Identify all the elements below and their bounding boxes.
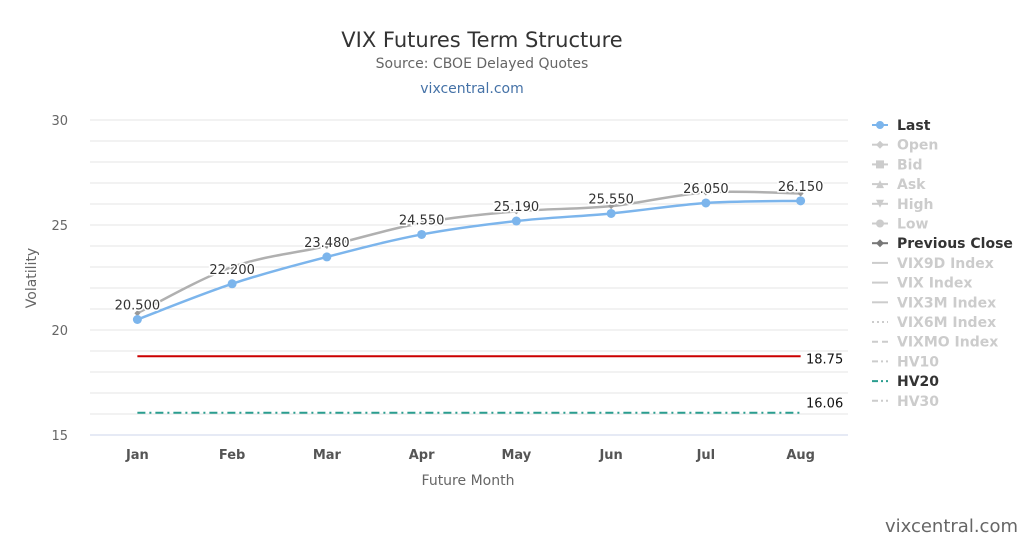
previous-close-point (323, 243, 330, 249)
previous-close-point (797, 190, 804, 197)
axes: 15 20 25 30 Jan Feb Mar Apr May Jun Jul Aug (51, 114, 848, 463)
legend-label: VIXMO Index (897, 335, 998, 351)
series-line-last (136, 199, 801, 321)
legend-item-ask[interactable]: Ask (872, 177, 926, 193)
last-point (227, 279, 237, 289)
chart-subtitle: Source: CBOE Delayed Quotes (376, 56, 589, 72)
y-tick-label: 15 (51, 429, 68, 444)
y-tick-label: 20 (51, 324, 68, 339)
legend-item-vix6m-index[interactable]: VIX6M Index (872, 315, 996, 331)
legend-item-high[interactable]: High (872, 197, 934, 213)
legend-label: Low (897, 217, 929, 233)
legend-item-hv10[interactable]: HV10 (872, 354, 939, 370)
legend-circle-marker (876, 219, 884, 228)
series (132, 189, 806, 324)
last-point (796, 196, 806, 206)
watermark: vixcentral.com (885, 516, 1018, 537)
last-point (417, 229, 427, 239)
data-label: 26.050 (683, 182, 729, 197)
x-tick-label: Jun (598, 448, 622, 463)
legend-diamond-marker (876, 140, 884, 149)
legend-item-low[interactable]: Low (872, 217, 929, 233)
x-tick-label: Jul (696, 448, 716, 463)
legend-label: HV10 (897, 354, 939, 370)
legend-label: Bid (897, 157, 923, 173)
grid (90, 119, 848, 436)
legend-label: VIX Index (897, 276, 972, 292)
previous-close-point (513, 208, 520, 215)
data-label: 25.550 (588, 192, 634, 207)
legend-item-vix3m-index[interactable]: VIX3M Index (872, 295, 996, 311)
legend-label: HV20 (897, 374, 939, 390)
data-label: 22.200 (209, 263, 255, 278)
legend-label: High (897, 197, 934, 213)
last-point (322, 252, 332, 262)
legend-item-open[interactable]: Open (872, 138, 938, 154)
previous-close-point (702, 189, 709, 196)
data-label: 20.500 (115, 299, 161, 314)
hline-label: 18.75 (806, 352, 843, 367)
legend-item-vixmo-index[interactable]: VIXMO Index (872, 335, 998, 351)
legend-triangle-marker (876, 180, 884, 189)
legend-item-hv30[interactable]: HV30 (872, 394, 939, 410)
legend-triangle-down-marker (876, 199, 884, 208)
legend-label: Last (897, 118, 931, 134)
y-axis-title: Volatility (24, 248, 40, 308)
legend-label: Open (897, 138, 938, 154)
legend-circle-marker (876, 121, 884, 129)
legend-label: Ask (897, 177, 926, 193)
previous-close-point (608, 203, 615, 210)
x-tick-label: Apr (409, 448, 435, 463)
last-point (511, 216, 521, 226)
hline-label: 16.06 (806, 397, 843, 412)
x-tick-label: Aug (786, 448, 815, 463)
legend-label: VIX9D Index (897, 256, 994, 272)
x-axis-title: Future Month (422, 473, 515, 489)
series-line-previous-close (136, 190, 801, 315)
y-tick-label: 25 (51, 219, 68, 234)
y-tick-label: 30 (51, 114, 68, 129)
legend-label: VIX3M Index (897, 295, 996, 311)
legend-item-bid[interactable]: Bid (872, 157, 923, 173)
x-tick-label: Mar (313, 448, 342, 463)
data-label: 25.190 (494, 200, 540, 215)
legend-label: Previous Close (897, 236, 1013, 252)
last-point (606, 208, 616, 218)
chart-title: VIX Futures Term Structure (341, 28, 622, 52)
data-label: 23.480 (304, 236, 350, 251)
legend-item-last[interactable]: Last (872, 118, 931, 134)
legend: Last Open Bid Ask High Low Previous Close VIX9D… (872, 118, 1013, 410)
previous-close-point (229, 264, 236, 270)
legend-diamond-marker (876, 239, 884, 248)
x-tick-label: Jan (125, 448, 149, 463)
previous-close-point (134, 310, 141, 317)
legend-item-vix9d-index[interactable]: VIX9D Index (872, 256, 994, 272)
data-label: 26.150 (778, 180, 824, 195)
legend-item-previous-close[interactable]: Previous Close (872, 236, 1013, 252)
x-tick-label: May (501, 448, 531, 463)
previous-close-point (418, 219, 425, 226)
vixcentral-link[interactable]: vixcentral.com (420, 81, 523, 97)
legend-item-hv20[interactable]: HV20 (872, 374, 939, 390)
legend-item-vix-index[interactable]: VIX Index (872, 276, 972, 292)
data-label: 24.550 (399, 213, 445, 228)
last-point (701, 198, 711, 208)
x-tick-label: Feb (219, 448, 245, 463)
legend-square-marker (876, 160, 884, 169)
legend-label: HV30 (897, 394, 939, 410)
data-labels: 20.500 22.200 23.480 24.550 25.190 25.550 26.0… (113, 178, 825, 315)
last-point (132, 315, 142, 324)
legend-label: VIX6M Index (897, 315, 996, 331)
reference-lines: 16.06 18.75 (137, 352, 843, 414)
